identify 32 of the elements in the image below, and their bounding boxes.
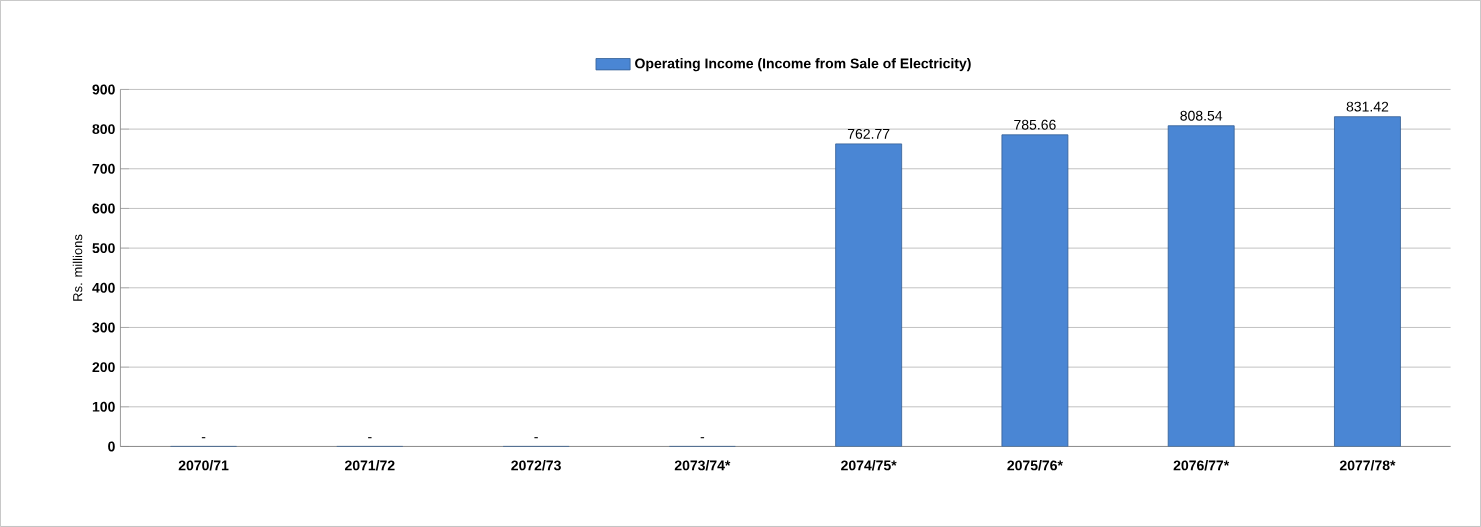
y-axis-title: Rs. millions <box>72 234 83 301</box>
y-tick-label: 900 <box>92 84 115 95</box>
data-label: 762.77 <box>847 128 890 139</box>
data-label: - <box>534 437 538 439</box>
x-tick-label: 2077/78* <box>1339 460 1396 471</box>
bar <box>835 143 903 447</box>
x-tick-label: 2076/77* <box>1173 460 1230 471</box>
x-tick-label: 2070/71 <box>178 460 229 471</box>
data-label: 808.54 <box>1180 110 1223 121</box>
y-tick-label: 600 <box>92 203 115 214</box>
y-tick-label: 800 <box>92 124 115 135</box>
y-tick-label: 300 <box>92 322 115 333</box>
y-tick-label: 0 <box>108 441 115 452</box>
y-tick-label: 500 <box>92 243 115 254</box>
y-tick-label: 100 <box>92 401 115 412</box>
x-tick-label: 2072/73 <box>511 460 561 471</box>
x-tick-label: 2075/76* <box>1007 460 1063 471</box>
bar <box>1334 116 1401 447</box>
bar <box>1001 134 1069 447</box>
data-label: - <box>201 437 206 439</box>
y-tick-label: 400 <box>92 282 115 293</box>
data-label: 785.66 <box>1014 119 1056 130</box>
legend-label: Operating Income (Income from Sale of Electricity) <box>635 58 971 72</box>
bar <box>1167 125 1235 447</box>
data-label: 831.42 <box>1346 101 1389 112</box>
y-tick-label: 200 <box>92 362 115 373</box>
x-tick-label: 2071/72 <box>345 460 395 471</box>
y-tick-label: 700 <box>92 163 115 174</box>
data-label: - <box>700 437 705 439</box>
x-tick-label: 2074/75* <box>841 460 897 471</box>
x-tick-label: 2073/74* <box>674 460 731 471</box>
data-label: - <box>368 437 372 439</box>
